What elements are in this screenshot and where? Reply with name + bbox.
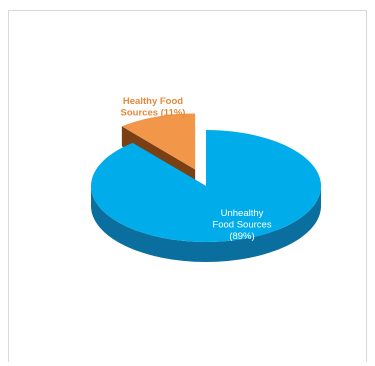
pie-labels: Healthy Food Sources (11%) Unhealthy Food S… <box>121 96 272 242</box>
pie-slice-healthy-food-sources <box>121 113 196 170</box>
chart-frame <box>8 10 367 362</box>
label-healthy-food-sources: Healthy Food Sources (11%) <box>121 96 186 119</box>
label-unhealthy-food-sources: Unhealthy Food Sources (89%) <box>212 208 271 242</box>
pie-slice-unhealthy-food-sources <box>91 130 321 243</box>
pie-side-unhealthy-food-sources <box>91 186 321 262</box>
pie-tops <box>91 113 321 243</box>
